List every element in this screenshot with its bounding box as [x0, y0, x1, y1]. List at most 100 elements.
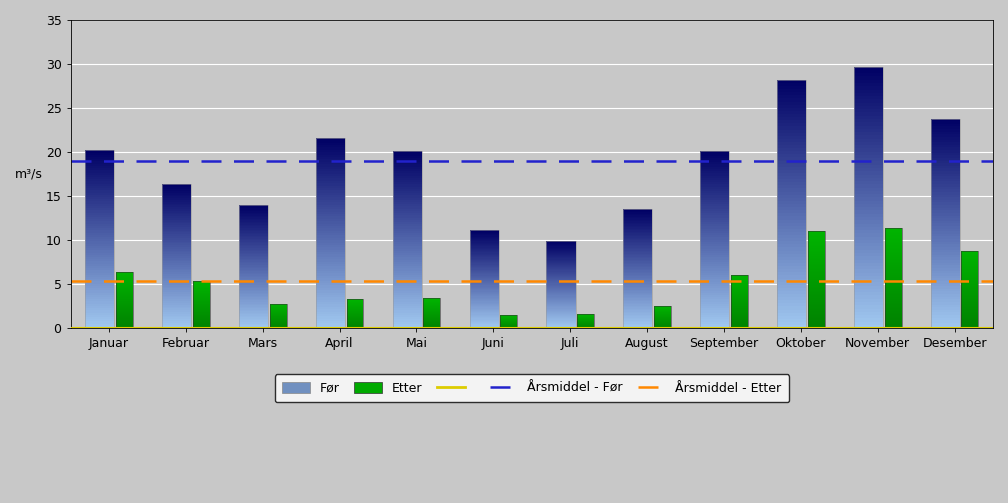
- Bar: [777, 238, 806, 241]
- Bar: [885, 253, 901, 254]
- Bar: [962, 273, 979, 274]
- Bar: [777, 285, 806, 288]
- Bar: [239, 229, 268, 231]
- Bar: [393, 302, 422, 304]
- Bar: [854, 223, 883, 227]
- Bar: [546, 265, 576, 266]
- Bar: [162, 195, 192, 196]
- Bar: [623, 228, 652, 230]
- Bar: [854, 295, 883, 299]
- Bar: [239, 299, 268, 300]
- Bar: [885, 298, 901, 299]
- Bar: [393, 319, 422, 321]
- Bar: [885, 230, 901, 231]
- Bar: [316, 183, 345, 186]
- Bar: [777, 126, 806, 130]
- Bar: [470, 261, 499, 262]
- Bar: [623, 257, 652, 259]
- Bar: [546, 306, 576, 307]
- Bar: [962, 300, 979, 301]
- Bar: [731, 304, 748, 305]
- Bar: [962, 250, 979, 252]
- Bar: [701, 153, 730, 155]
- Bar: [162, 184, 192, 328]
- Bar: [546, 272, 576, 273]
- Bar: [807, 237, 825, 238]
- Bar: [316, 314, 345, 316]
- Bar: [316, 145, 345, 147]
- Bar: [807, 241, 825, 242]
- Bar: [239, 211, 268, 213]
- Bar: [316, 269, 345, 271]
- Bar: [239, 265, 268, 267]
- Bar: [116, 281, 133, 282]
- Bar: [701, 151, 730, 153]
- Bar: [962, 259, 979, 260]
- Bar: [116, 300, 133, 301]
- Bar: [731, 302, 748, 303]
- Bar: [162, 238, 192, 240]
- Bar: [701, 317, 730, 319]
- Bar: [162, 188, 192, 189]
- Bar: [885, 241, 901, 243]
- Bar: [393, 258, 422, 260]
- Bar: [470, 255, 499, 256]
- Bar: [701, 209, 730, 211]
- Bar: [854, 197, 883, 201]
- Bar: [623, 233, 652, 234]
- Bar: [162, 287, 192, 288]
- Bar: [162, 312, 192, 314]
- Bar: [930, 307, 960, 310]
- Bar: [623, 281, 652, 282]
- Bar: [85, 290, 114, 293]
- Bar: [546, 300, 576, 301]
- Bar: [470, 273, 499, 275]
- Bar: [962, 295, 979, 296]
- Bar: [962, 291, 979, 292]
- Bar: [316, 264, 345, 267]
- Bar: [85, 279, 114, 282]
- Bar: [854, 214, 883, 217]
- Bar: [807, 320, 825, 321]
- Bar: [470, 238, 499, 239]
- Bar: [239, 314, 268, 316]
- Bar: [962, 264, 979, 265]
- Bar: [777, 232, 806, 235]
- Bar: [85, 195, 114, 197]
- Bar: [116, 311, 133, 312]
- Bar: [193, 310, 210, 311]
- Bar: [85, 159, 114, 161]
- Bar: [546, 295, 576, 297]
- Bar: [701, 169, 730, 171]
- Bar: [807, 322, 825, 323]
- Bar: [116, 318, 133, 319]
- Bar: [885, 288, 901, 289]
- Bar: [546, 271, 576, 272]
- Bar: [193, 308, 210, 309]
- Bar: [393, 280, 422, 282]
- Bar: [807, 286, 825, 287]
- Bar: [393, 246, 422, 248]
- Bar: [701, 218, 730, 220]
- Bar: [623, 234, 652, 236]
- Bar: [316, 318, 345, 321]
- Bar: [546, 316, 576, 317]
- Bar: [162, 319, 192, 321]
- Bar: [316, 138, 345, 140]
- Bar: [623, 215, 652, 217]
- Bar: [777, 204, 806, 207]
- Bar: [239, 253, 268, 254]
- Bar: [546, 297, 576, 298]
- Bar: [807, 327, 825, 328]
- Bar: [500, 315, 517, 328]
- Bar: [885, 264, 901, 266]
- Bar: [701, 187, 730, 189]
- Bar: [777, 229, 806, 232]
- Bar: [470, 313, 499, 315]
- Bar: [807, 244, 825, 246]
- Bar: [930, 315, 960, 318]
- Bar: [854, 220, 883, 223]
- Bar: [116, 277, 133, 278]
- Bar: [623, 279, 652, 281]
- Bar: [854, 318, 883, 321]
